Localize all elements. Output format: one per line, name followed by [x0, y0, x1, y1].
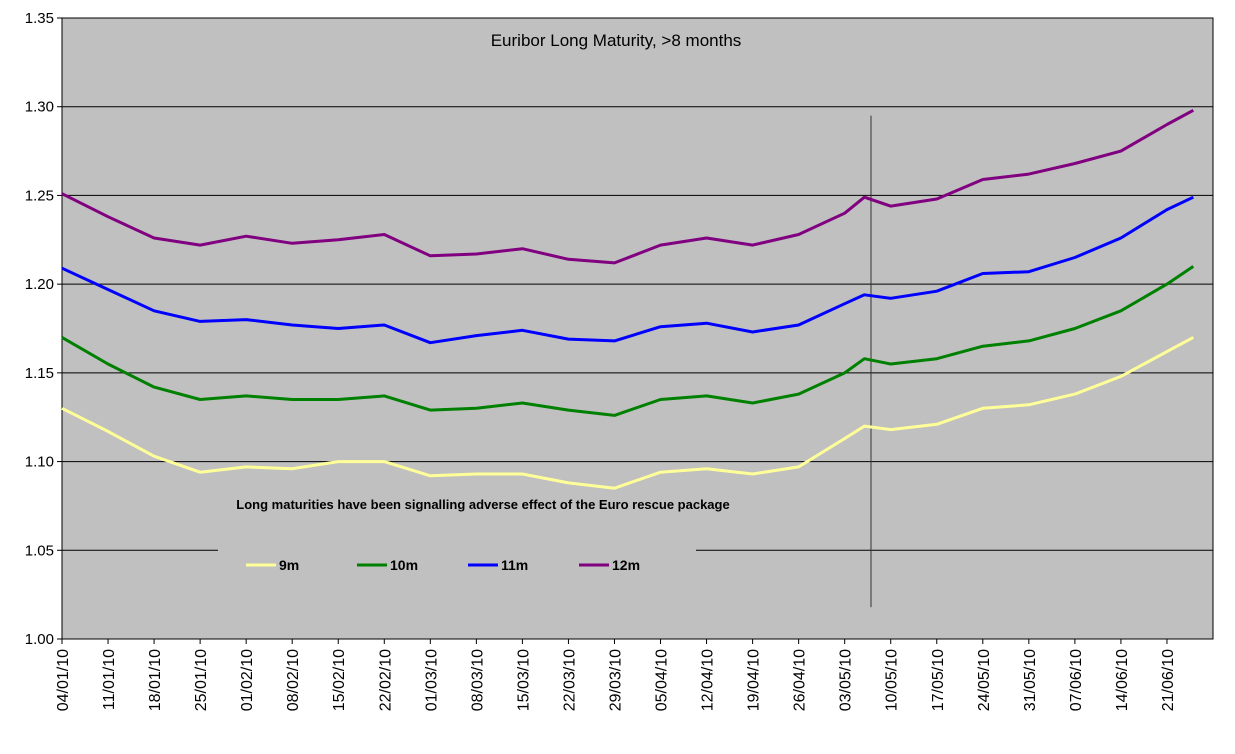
x-tick-label: 12/04/10	[700, 649, 717, 711]
x-axis: 04/01/10 11/01/10 18/01/10 25/01/10 01/02/10…	[55, 639, 1177, 711]
y-axis: 1.00 1.05 1.10 1.15 1.20 1.25 1.30 1.35	[25, 10, 62, 648]
y-tick-label: 1.00	[25, 631, 54, 648]
x-tick-label: 29/03/10	[607, 649, 624, 711]
x-tick-label: 03/05/10	[838, 649, 855, 711]
x-tick-label: 01/03/10	[423, 649, 440, 711]
y-tick-label: 1.15	[25, 365, 54, 382]
x-tick-label: 18/01/10	[147, 649, 164, 711]
x-tick-label: 08/03/10	[469, 649, 486, 711]
y-tick-label: 1.30	[25, 99, 54, 116]
x-tick-label: 07/06/10	[1068, 649, 1085, 711]
x-tick-label: 21/06/10	[1160, 649, 1177, 711]
x-tick-label: 15/02/10	[331, 649, 348, 711]
series-line-11m	[61, 195, 1194, 345]
chart-annotation: Long maturities have been signalling adv…	[236, 497, 729, 512]
legend-label-12m: 12m	[612, 557, 640, 573]
x-tick-label: 22/02/10	[377, 649, 394, 711]
y-tick-label: 1.10	[25, 454, 54, 471]
series-line-10m	[61, 265, 1195, 417]
x-tick-label: 14/06/10	[1114, 649, 1131, 711]
x-tick-label: 11/01/10	[101, 649, 118, 710]
series-line-9m	[61, 336, 1195, 490]
x-tick-label: 24/05/10	[976, 649, 993, 711]
y-tick-label: 1.35	[25, 10, 54, 27]
legend-label-9m: 9m	[279, 557, 299, 573]
legend-label-10m: 10m	[390, 557, 418, 573]
series-line-12m	[61, 108, 1195, 265]
x-tick-label: 31/05/10	[1022, 649, 1039, 711]
legend-label-11m: 11m	[501, 557, 528, 573]
x-tick-label: 19/04/10	[746, 649, 763, 711]
y-tick-label: 1.25	[25, 187, 54, 204]
series-lines	[61, 108, 1195, 490]
x-tick-label: 15/03/10	[515, 649, 532, 711]
y-tick-label: 1.20	[25, 276, 54, 293]
x-tick-label: 10/05/10	[884, 649, 901, 711]
plot-area	[61, 17, 1214, 640]
x-tick-label: 25/01/10	[193, 649, 210, 711]
legend	[218, 545, 696, 583]
x-tick-label: 04/01/10	[55, 649, 72, 711]
chart-title: Euribor Long Maturity, >8 months	[491, 31, 742, 50]
x-tick-label: 05/04/10	[654, 649, 671, 711]
legend-entries: 9m 10m 11m 12m	[246, 557, 640, 573]
x-tick-label: 01/02/10	[239, 649, 256, 711]
x-tick-label: 22/03/10	[561, 649, 578, 711]
y-tick-label: 1.05	[25, 542, 54, 559]
x-tick-label: 08/02/10	[285, 649, 302, 711]
x-tick-label: 17/05/10	[930, 649, 947, 711]
x-tick-label: 26/04/10	[792, 649, 809, 711]
